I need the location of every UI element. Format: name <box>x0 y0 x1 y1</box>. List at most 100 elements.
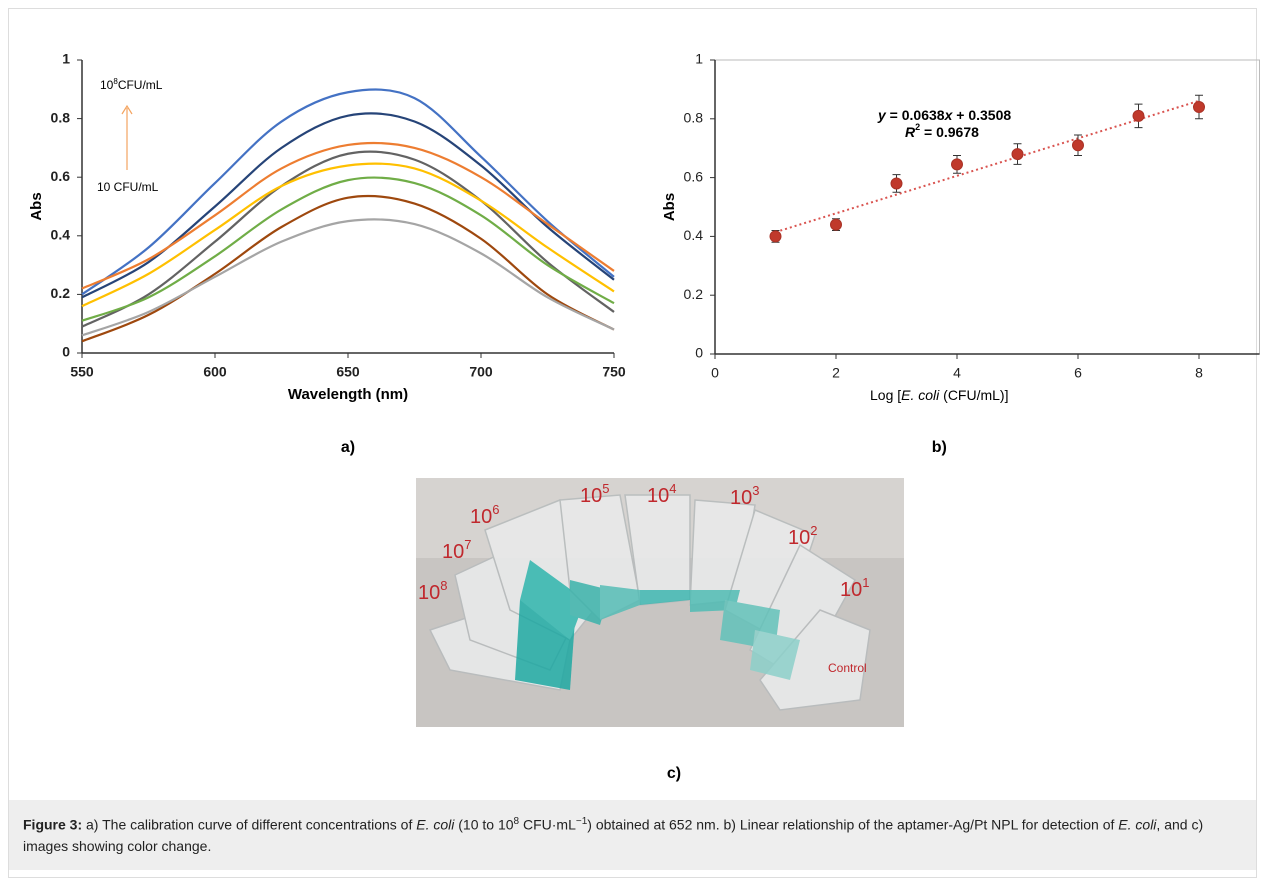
concentration-label: 106 <box>470 502 499 528</box>
caption-part: ) obtained at 652 nm. b) Linear relation… <box>587 816 1119 833</box>
spectrum-line <box>81 112 615 299</box>
concentration-label-part: 10 <box>788 527 810 549</box>
photo <box>416 478 904 727</box>
x-tick-label: 2 <box>832 365 840 381</box>
y-tick-label: 0.6 <box>684 168 704 184</box>
annotation-arrowhead <box>121 104 133 115</box>
annotation-part: CFU/mL <box>118 78 163 92</box>
r-squared-part: 2 <box>915 122 920 132</box>
concentration-label-part: 8 <box>440 578 447 593</box>
concentration-label-part: 6 <box>492 502 499 517</box>
y-tick-label: 0.8 <box>684 110 704 126</box>
concentration-label: 108 <box>418 578 447 604</box>
caption-part: CFU·mL <box>519 816 576 833</box>
concentration-label-part: 10 <box>647 485 669 507</box>
data-point <box>769 230 782 243</box>
y-tick-label: 0 <box>62 344 70 360</box>
concentration-label-part: 5 <box>602 481 609 496</box>
data-point <box>830 218 842 231</box>
data-point <box>1132 109 1145 122</box>
panel-label: b) <box>932 439 947 456</box>
caption-part: a) The calibration curve of different co… <box>82 816 417 833</box>
y-tick-label: 0 <box>695 345 703 361</box>
y-tick-label: 0.6 <box>51 168 71 184</box>
control-label: Control <box>828 661 867 675</box>
y-tick-label: 1 <box>62 51 70 67</box>
data-point <box>1193 101 1205 114</box>
data-point <box>1011 148 1024 161</box>
y-tick-label: 0.2 <box>684 286 704 302</box>
data-point <box>890 177 903 190</box>
x-tick-label: 8 <box>1195 365 1203 381</box>
y-tick-label: 0.8 <box>51 109 71 125</box>
spectrum-line <box>81 141 615 290</box>
x-axis-title: Log [E. coli (CFU/mL)] <box>870 387 1008 403</box>
x-tick-label: 600 <box>203 364 227 380</box>
caption-part: E. coli <box>416 816 455 833</box>
concentration-label-part: 10 <box>418 582 440 604</box>
concentration-label: 101 <box>840 575 869 601</box>
equation-part: y <box>877 107 887 123</box>
x-tick-label: 6 <box>1074 365 1082 381</box>
figure-frame <box>8 8 1257 878</box>
spectrum-line <box>81 88 615 296</box>
spectrum-line <box>81 218 615 337</box>
x-axis-title-part: Log [ <box>870 387 901 403</box>
y-tick-label: 1 <box>695 51 703 67</box>
concentration-label: 105 <box>580 481 609 507</box>
concentration-label-part: 10 <box>840 579 862 601</box>
spectrum-line <box>81 162 615 308</box>
x-axis-title-part: E. coli <box>901 387 940 403</box>
concentration-label-part: 1 <box>862 575 869 590</box>
caption: Figure 3: a) The calibration curve of di… <box>9 800 1256 870</box>
r-squared-part: R <box>905 124 916 140</box>
y-axis-title: Abs <box>661 193 678 221</box>
x-tick-label: 550 <box>70 364 94 380</box>
equation-part: + 0.3508 <box>952 107 1011 123</box>
trendline <box>775 99 1200 234</box>
concentration-label: 104 <box>647 481 676 507</box>
spectrum-line <box>81 176 615 322</box>
caption-part: , and c) images showing color change. <box>23 816 1204 854</box>
data-point <box>951 158 963 171</box>
concentration-label: 102 <box>788 523 817 549</box>
y-tick-label: 0.4 <box>684 227 704 243</box>
spectrum-line <box>81 194 615 343</box>
concentration-label-part: 10 <box>470 506 492 528</box>
caption-part: Figure 3: <box>23 816 83 833</box>
x-axis-title: Wavelength (nm) <box>288 386 408 403</box>
concentration-label-part: 10 <box>580 485 602 507</box>
concentration-label-part: 7 <box>464 537 471 552</box>
concentration-label-part: 2 <box>810 523 817 538</box>
spectrum-line <box>81 150 615 328</box>
y-tick-label: 0.4 <box>51 227 71 243</box>
y-axis-title: Abs <box>28 192 45 220</box>
liquid <box>515 560 800 690</box>
data-point <box>1072 139 1084 152</box>
plot-frame <box>714 59 1260 355</box>
x-axis-title-part: (CFU/mL)] <box>939 387 1008 403</box>
annotation: 10 CFU/mL <box>97 180 159 194</box>
caption-part: (10 to 10 <box>454 816 514 833</box>
concentration-label-part: 4 <box>669 481 676 496</box>
concentration-label-part: 3 <box>752 483 759 498</box>
x-tick-label: 750 <box>602 364 626 380</box>
annotation-part: 10 <box>100 78 114 92</box>
x-tick-label: 650 <box>336 364 360 380</box>
panel-label: c) <box>667 765 681 782</box>
panel-label: a) <box>341 439 355 456</box>
r-squared: R2 = 0.9678 <box>905 122 979 139</box>
concentration-label: 107 <box>442 537 471 563</box>
caption-part: E. coli <box>1118 816 1157 833</box>
x-tick-label: 0 <box>711 365 719 381</box>
annotation-part: 8 <box>113 77 118 86</box>
caption-part: −1 <box>575 816 588 827</box>
x-tick-label: 700 <box>469 364 493 380</box>
x-tick-label: 4 <box>953 365 961 381</box>
equation-part: = 0.0638 <box>886 107 945 123</box>
caption-part: 8 <box>513 816 520 827</box>
equation-part: x <box>944 107 954 123</box>
annotation: 108CFU/mL <box>100 77 163 93</box>
